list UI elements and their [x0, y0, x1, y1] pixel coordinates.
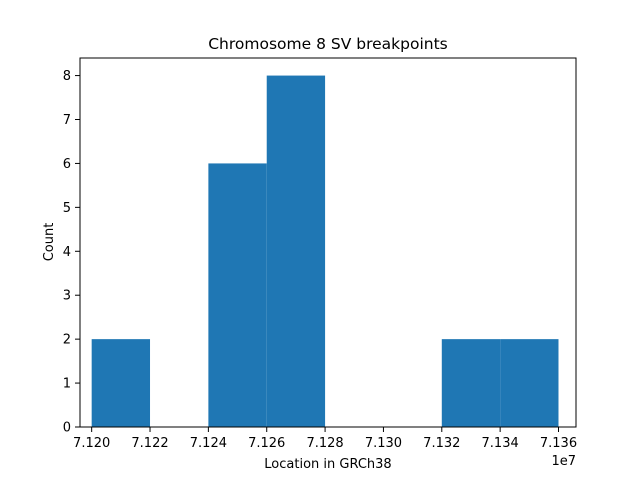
y-tick-label: 3 — [63, 289, 71, 304]
x-tick-label: 7.134 — [482, 436, 519, 451]
y-tick-label: 0 — [63, 421, 71, 436]
y-tick-label: 1 — [63, 377, 71, 392]
chart-title: Chromosome 8 SV breakpoints — [208, 35, 448, 53]
y-tick-label: 7 — [63, 113, 71, 128]
x-axis: 7.120 7.122 7.124 7.126 7.128 7.130 7.132 7.134… — [73, 427, 577, 451]
x-tick-label: 7.126 — [248, 436, 285, 451]
plot-frame — [79, 57, 577, 428]
x-axis-label: Location in GRCh38 — [264, 457, 391, 472]
bars-group — [91, 75, 559, 428]
x-tick-label: 7.120 — [73, 436, 110, 451]
histogram-bar-6 — [441, 339, 501, 427]
y-tick-label: 6 — [63, 157, 71, 172]
x-tick-label: 7.136 — [540, 436, 577, 451]
x-tick-label: 7.124 — [190, 436, 227, 451]
x-tick-label: 7.128 — [306, 436, 343, 451]
y-tick-label: 5 — [63, 201, 71, 216]
x-axis-offset-label: 1e7 — [551, 454, 576, 469]
histogram-bar-7 — [500, 339, 559, 427]
x-tick-label: 7.130 — [365, 436, 402, 451]
histogram-bar-0 — [91, 339, 151, 427]
x-tick-label: 7.122 — [131, 436, 168, 451]
x-tick-label: 7.132 — [423, 436, 460, 451]
y-axis: 0 1 2 3 4 5 6 7 8 — [63, 69, 80, 436]
histogram-bar-2 — [208, 163, 267, 427]
y-tick-label: 8 — [63, 69, 71, 84]
y-axis-label: Count — [42, 223, 57, 262]
y-tick-label: 4 — [63, 245, 71, 260]
histogram-bar-3 — [266, 75, 326, 428]
y-tick-label: 2 — [63, 333, 71, 348]
